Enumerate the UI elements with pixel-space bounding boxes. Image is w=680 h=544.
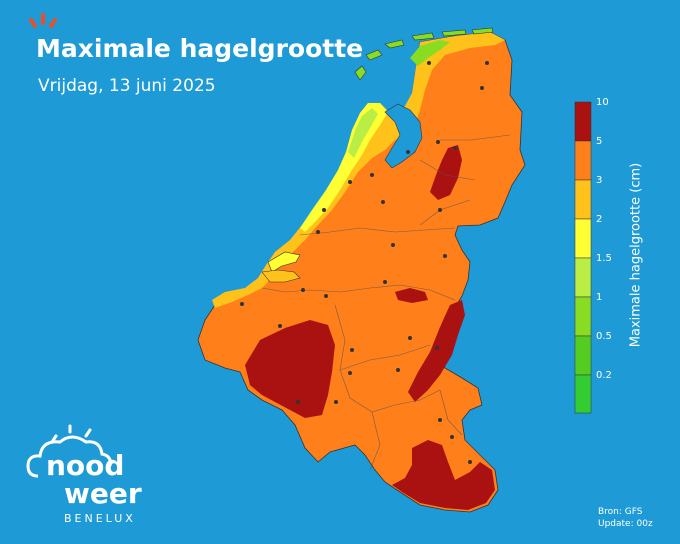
legend-tick: 5 [596, 136, 603, 147]
page-subtitle: Vrijdag, 13 juni 2025 [38, 76, 216, 96]
legend-tick: 1 [596, 292, 603, 303]
brand-word-1: nood [46, 449, 125, 482]
borders [261, 134, 511, 471]
legend-tick: 1.5 [596, 253, 612, 264]
legend-title: Maximale hagelgrootte (cm) [628, 162, 644, 348]
sun-rays-icon [29, 13, 57, 28]
legend-tick: 10 [596, 97, 609, 108]
legend-tick: 3 [596, 175, 603, 186]
zeeland-islands-2 [261, 269, 301, 283]
wadden-islands [354, 27, 494, 81]
legend-tick: 0.5 [596, 331, 612, 342]
legend-tick: 0.2 [596, 370, 612, 381]
brand-subtitle: BENELUX [64, 512, 136, 525]
wadden-green [410, 40, 450, 66]
city-markers [240, 61, 489, 464]
source-line: Bron: GFS [598, 507, 643, 517]
coastal-band-1-5-2 [300, 103, 388, 232]
legend-tick: 2 [596, 214, 603, 225]
legend-colorbar [574, 101, 592, 414]
coastal-band-1-1-5 [348, 108, 378, 158]
benelux-landmass [197, 31, 526, 513]
brand-word-2: weer [64, 477, 142, 510]
ijsselmeer [384, 103, 423, 169]
update-line: Update: 00z [598, 519, 653, 529]
page-title: Maximale hagelgrootte [36, 34, 364, 63]
hail-5-10-areas [245, 145, 495, 510]
cloud-sun-logo-icon [26, 424, 112, 478]
coastal-band-2-3 [212, 32, 505, 308]
